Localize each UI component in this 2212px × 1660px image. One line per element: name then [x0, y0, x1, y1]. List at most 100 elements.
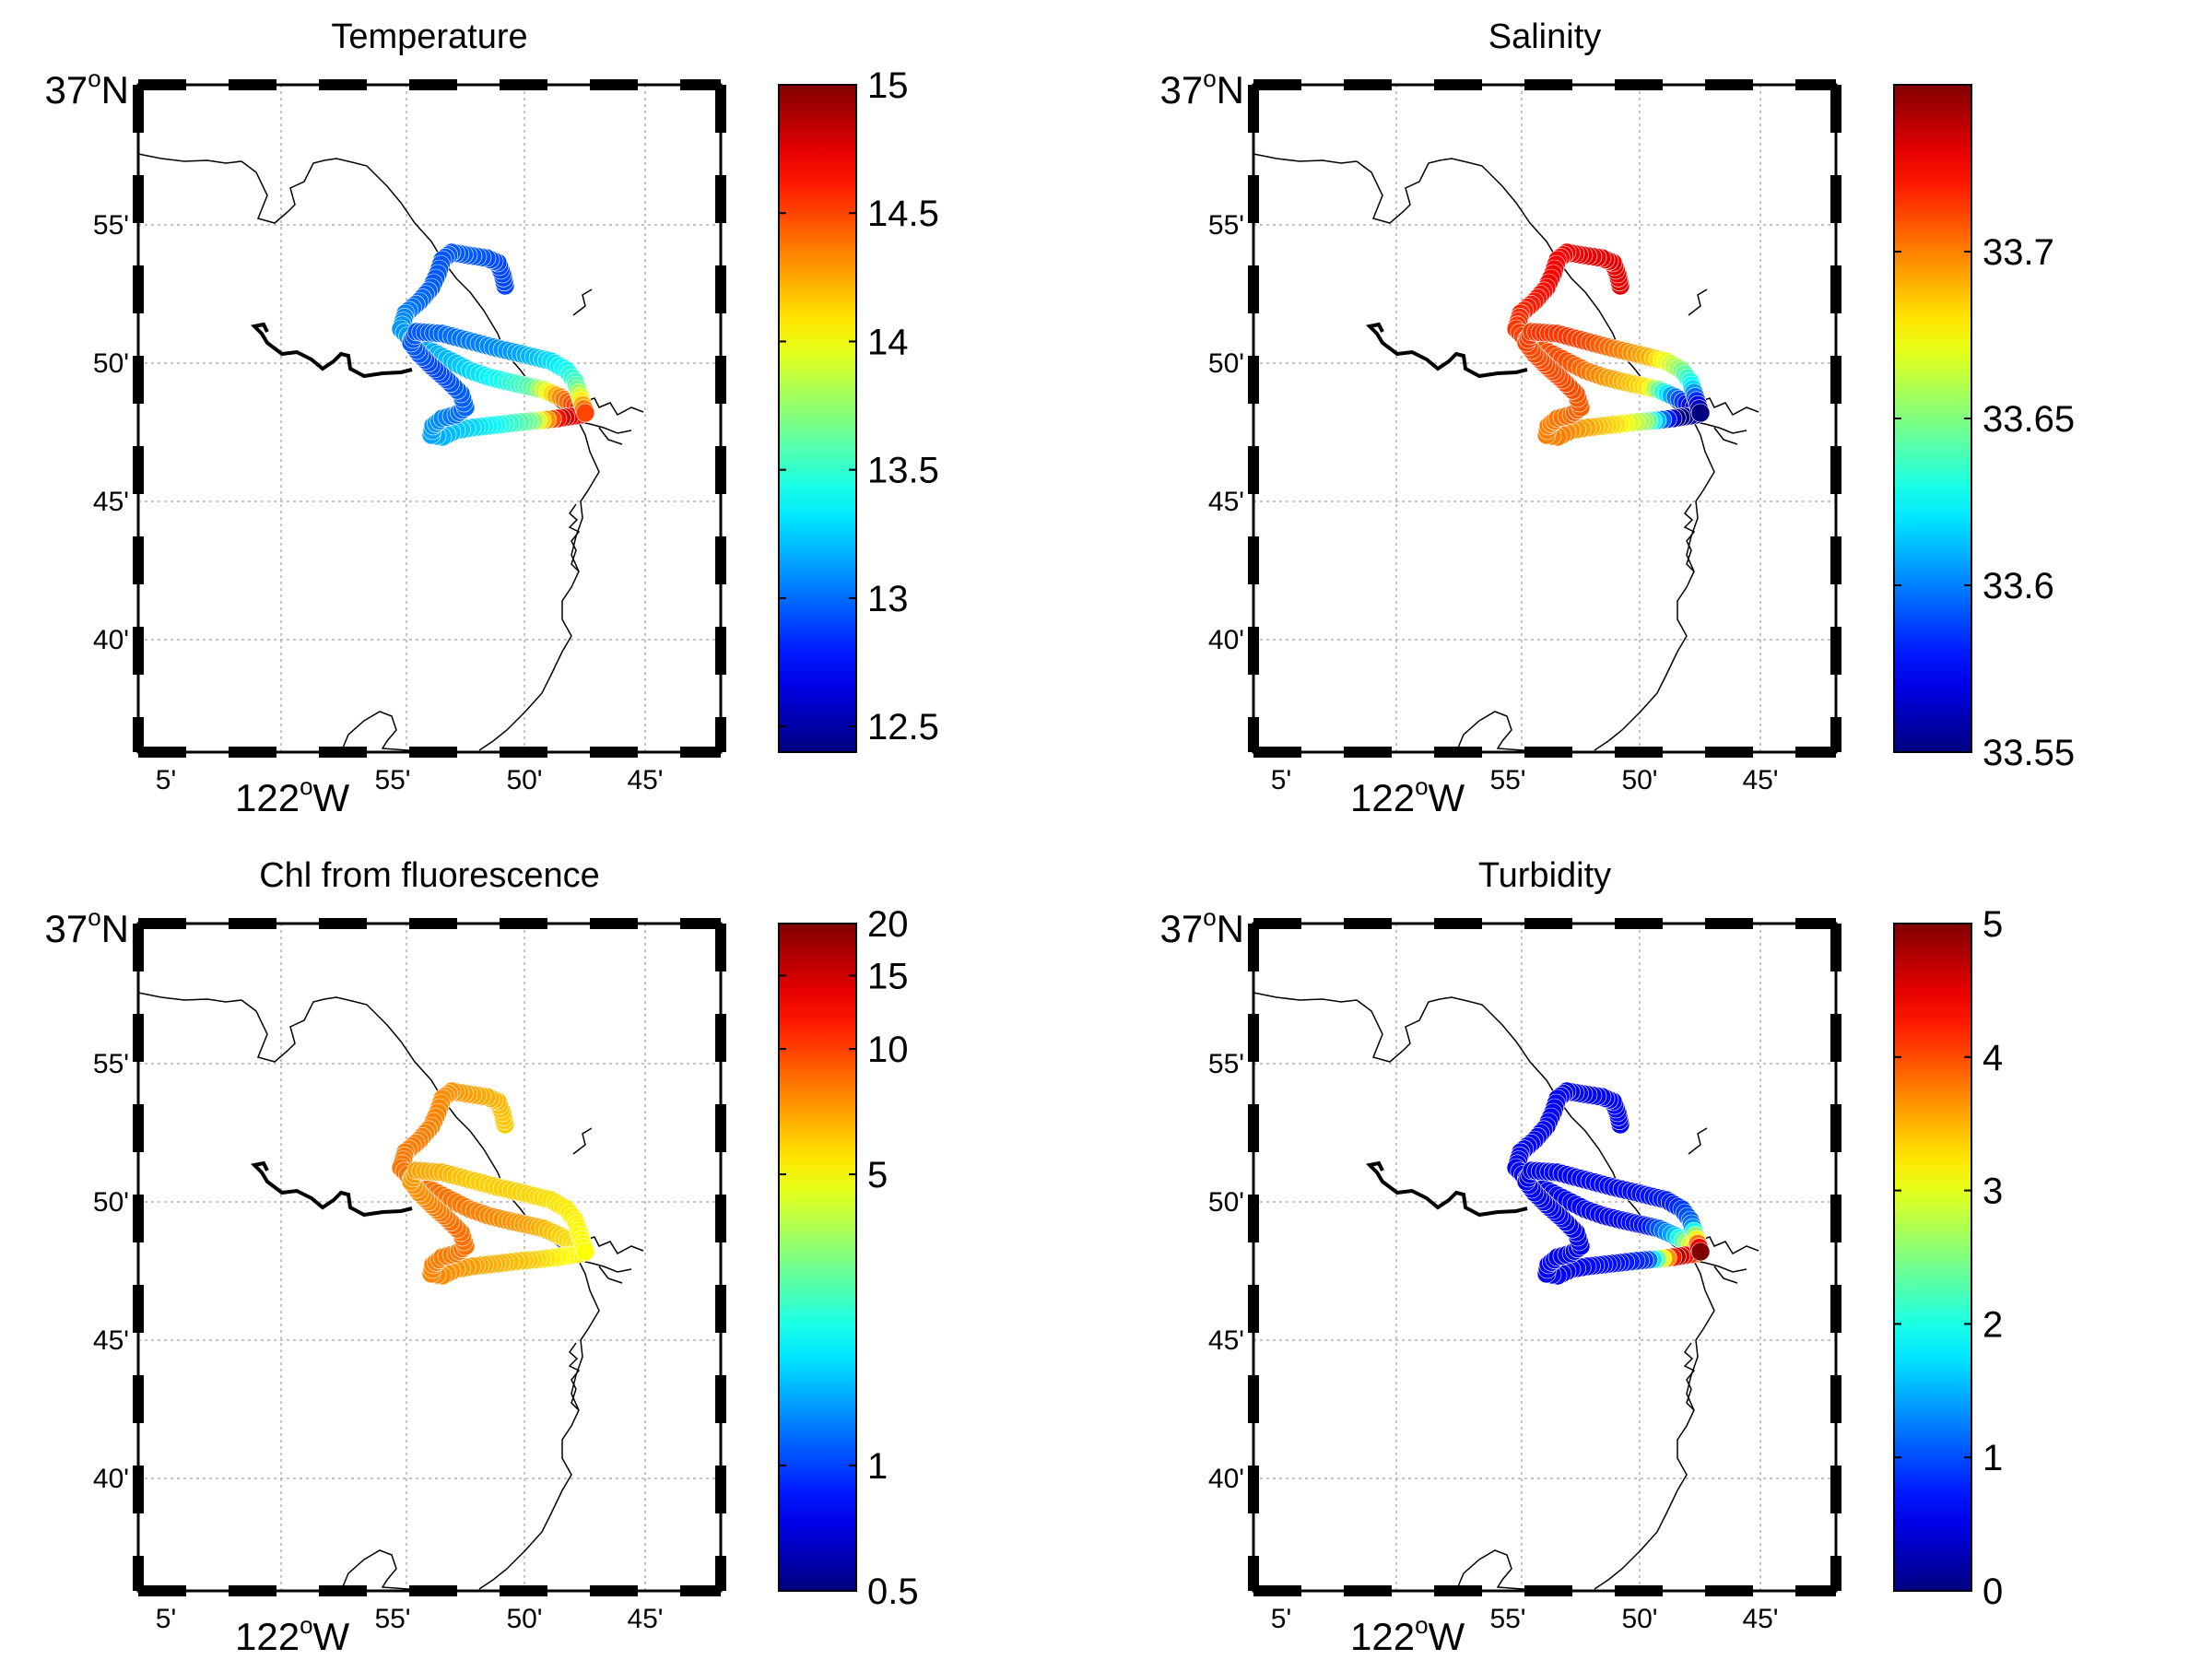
- lon-label: 55': [374, 1604, 410, 1634]
- lat-label: 45': [1208, 1325, 1244, 1356]
- colorbar-tick-label: 5: [867, 1155, 888, 1195]
- longitude-labels: 5' 55' 50' 45' 122oW: [1271, 1604, 1779, 1658]
- colorbar-ramp: [1893, 923, 1972, 1592]
- river-path: [1365, 322, 1528, 379]
- colorbar-tick-label: 14.5: [867, 194, 939, 234]
- colorbar-ramp: [1893, 84, 1972, 753]
- lon-label: 45': [627, 765, 663, 795]
- colorbar-tick-label: 33.7: [1983, 232, 2054, 273]
- lat-major-label: 37oN: [1159, 903, 1244, 950]
- lon-label: 50': [1621, 1604, 1657, 1634]
- harbor-path: [598, 1266, 623, 1284]
- colorbar-tick-label: 15: [867, 956, 909, 996]
- colorbar-tick-label: 4: [1983, 1038, 2003, 1078]
- lon-label: 45': [627, 1604, 663, 1634]
- colorbar: 20 15 10 5 1 0.5: [778, 904, 919, 1612]
- lat-label: 40': [93, 625, 129, 655]
- ship-track: [1506, 1081, 1711, 1286]
- lon-major-label: 122oW: [235, 772, 350, 819]
- colorbar-tick-label: 33.55: [1983, 733, 2075, 773]
- latitude-labels: 37oN 55' 50' 45' 40': [1159, 903, 1244, 1494]
- colorbar-ramp: [778, 84, 857, 753]
- lat-label: 55': [1208, 210, 1244, 241]
- lat-label: 50': [1208, 1187, 1244, 1218]
- coastline-path: [1455, 711, 1549, 753]
- river-path: [250, 322, 413, 379]
- river-path: [1365, 1160, 1528, 1218]
- longitude-labels: 5' 55' 50' 45' 122oW: [1271, 765, 1779, 819]
- colorbar: 15 14.5 14 13.5 13 12.5: [778, 65, 939, 753]
- panel-turbidity: Turbidity 37oN 55' 50' 45' 40' 5' 55' 50' 45' 122o…: [1159, 856, 2003, 1658]
- lat-label: 45': [93, 487, 129, 517]
- lon-label: 55': [1489, 1604, 1525, 1634]
- latitude-labels: 37oN 55' 50' 45' 40': [44, 903, 129, 1494]
- colorbar-tick-label: 33.65: [1983, 399, 2075, 440]
- colorbar-tick-label: 33.6: [1983, 566, 2054, 606]
- track-point: [1690, 403, 1711, 423]
- harbor-path: [568, 1342, 581, 1411]
- lat-label: 40': [93, 1464, 129, 1494]
- lat-major-label: 37oN: [44, 65, 129, 112]
- lon-label: 55': [374, 765, 410, 795]
- coastline-path: [1253, 153, 1358, 164]
- map-frame: [133, 918, 726, 1596]
- coastline-path: [340, 711, 434, 753]
- lon-label: 50': [1621, 765, 1657, 795]
- lon-major-label: 122oW: [1350, 1611, 1465, 1658]
- lon-label: 5': [156, 765, 176, 795]
- lat-label: 55': [93, 210, 129, 241]
- graticule: [1253, 924, 1836, 1591]
- map: [1248, 79, 1841, 758]
- map: [133, 918, 726, 1596]
- harbor-path: [1713, 427, 1738, 445]
- lon-major-label: 122oW: [1350, 772, 1465, 819]
- colorbar-tick-label: 0.5: [867, 1572, 919, 1612]
- colorbar-tick-label: 13.5: [867, 451, 939, 491]
- coastline-path: [1356, 996, 1715, 1590]
- lat-major-label: 37oN: [44, 903, 129, 950]
- colorbar-tick-label: 2: [1983, 1304, 2003, 1345]
- coastline-path: [137, 153, 242, 164]
- lon-label: 45': [1742, 765, 1778, 795]
- lat-label: 40': [1208, 625, 1244, 655]
- lat-label: 50': [93, 348, 129, 379]
- graticule: [138, 924, 721, 1591]
- coastline: [1253, 992, 1759, 1592]
- coastline: [137, 992, 644, 1592]
- lon-label: 5': [1271, 765, 1291, 795]
- harbor-path: [1683, 503, 1696, 572]
- longitude-labels: 5' 55' 50' 45' 122oW: [156, 1604, 664, 1658]
- panel-title: Turbidity: [1478, 856, 1611, 895]
- graticule: [1253, 85, 1836, 752]
- harbor-path: [1713, 1266, 1738, 1284]
- colorbar-tick-label: 0: [1983, 1572, 2003, 1612]
- track-point: [575, 1242, 595, 1262]
- lat-label: 40': [1208, 1464, 1244, 1494]
- harbor-path: [572, 288, 593, 316]
- panel-temperature: Temperature 37oN 55' 50' 45' 40' 5' 55' 50' 45' 12…: [44, 18, 938, 819]
- latitude-labels: 37oN 55' 50' 45' 40': [44, 65, 129, 655]
- colorbar-tick-label: 12.5: [867, 707, 939, 748]
- harbor-path: [598, 427, 623, 445]
- ship-track: [391, 242, 595, 447]
- colorbar-tick-label: 13: [867, 579, 909, 619]
- coastline-path: [340, 1549, 434, 1592]
- coastline-path: [241, 158, 600, 751]
- harbor-path: [1683, 1342, 1696, 1411]
- coastline-path: [1455, 1549, 1549, 1592]
- lon-label: 45': [1742, 1604, 1778, 1634]
- lon-label: 55': [1489, 765, 1525, 795]
- map: [1248, 918, 1841, 1596]
- lon-label: 50': [506, 1604, 542, 1634]
- colorbar-tick-label: 15: [867, 65, 909, 106]
- colorbar-ramp: [778, 923, 857, 1592]
- panel-title: Salinity: [1488, 18, 1602, 56]
- coastline: [1253, 153, 1759, 753]
- colorbar: 5 4 3 2 1 0: [1893, 904, 2003, 1612]
- harbor-path: [1688, 1127, 1708, 1155]
- harbor-path: [1688, 288, 1708, 316]
- colorbar-tick-label: 14: [867, 322, 909, 362]
- map-frame: [1248, 918, 1841, 1596]
- coastline-path: [241, 996, 600, 1590]
